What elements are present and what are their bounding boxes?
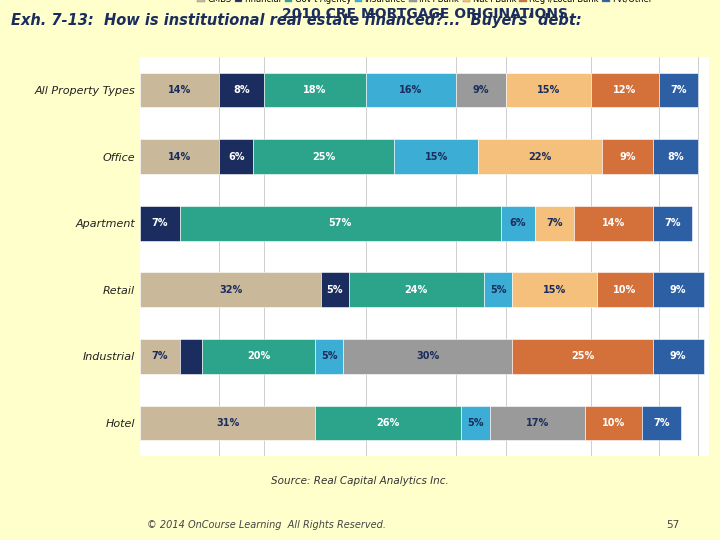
Text: 15%: 15% [537, 85, 560, 95]
Text: Source: Real Capital Analytics Inc.: Source: Real Capital Analytics Inc. [271, 476, 449, 487]
Text: 24%: 24% [405, 285, 428, 295]
Text: 31%: 31% [216, 418, 239, 428]
Bar [478, 139, 602, 174]
Bar [140, 406, 315, 440]
Text: 14%: 14% [602, 218, 625, 228]
Text: 18%: 18% [303, 85, 327, 95]
Text: 25%: 25% [312, 152, 335, 161]
Text: 5%: 5% [467, 418, 484, 428]
Text: Exh. 7-13:  How is institutional real estate financed?...  Buyers’ debt:: Exh. 7-13: How is institutional real est… [11, 13, 582, 28]
Bar [484, 273, 512, 307]
Text: 7%: 7% [152, 218, 168, 228]
Title: 2010 CRE MORTGAGE ORIGINATIONS: 2010 CRE MORTGAGE ORIGINATIONS [282, 7, 568, 21]
Text: 9%: 9% [473, 85, 490, 95]
Text: 10%: 10% [613, 285, 636, 295]
Text: 6%: 6% [228, 152, 244, 161]
Bar [653, 273, 703, 307]
Bar [180, 339, 202, 374]
Bar [315, 339, 343, 374]
Text: 14%: 14% [168, 85, 192, 95]
Text: 8%: 8% [667, 152, 684, 161]
Bar [653, 139, 698, 174]
Bar [140, 73, 220, 107]
Text: 5%: 5% [321, 352, 337, 361]
Bar [348, 273, 484, 307]
Bar [264, 73, 366, 107]
Bar [653, 339, 703, 374]
Text: 15%: 15% [543, 285, 566, 295]
Bar [591, 73, 659, 107]
Text: 9%: 9% [670, 352, 686, 361]
Bar [220, 73, 264, 107]
Bar [597, 273, 653, 307]
Bar [343, 339, 512, 374]
Bar [602, 139, 653, 174]
Text: 7%: 7% [152, 352, 168, 361]
Bar [501, 206, 535, 240]
Bar [320, 273, 348, 307]
Text: 15%: 15% [424, 152, 448, 161]
Legend: CMBS, Financial, Gov’t Agency, Insurance, Int’l Bank, Nat’l Bank, Reg’l/Local Ba: CMBS, Financial, Gov’t Agency, Insurance… [197, 0, 652, 4]
Text: 12%: 12% [613, 85, 636, 95]
Bar [535, 206, 574, 240]
Bar [642, 406, 681, 440]
Bar [253, 139, 394, 174]
Bar [653, 206, 693, 240]
Text: 30%: 30% [416, 352, 439, 361]
Bar [585, 406, 642, 440]
Text: 26%: 26% [377, 418, 400, 428]
Bar [506, 73, 591, 107]
Bar [394, 139, 478, 174]
Text: 14%: 14% [168, 152, 192, 161]
Text: 57: 57 [667, 520, 680, 530]
Bar [220, 139, 253, 174]
Bar [140, 206, 180, 240]
Bar [315, 406, 462, 440]
Text: 5%: 5% [490, 285, 506, 295]
Text: © 2014 OnCourse Learning  All Rights Reserved.: © 2014 OnCourse Learning All Rights Rese… [147, 520, 386, 530]
Bar [140, 273, 320, 307]
Text: 6%: 6% [510, 218, 526, 228]
Bar [574, 206, 653, 240]
Text: 7%: 7% [546, 218, 562, 228]
Bar [462, 406, 490, 440]
Bar [490, 406, 585, 440]
Text: 16%: 16% [399, 85, 423, 95]
Bar [140, 139, 220, 174]
Bar [366, 73, 456, 107]
Text: 20%: 20% [247, 352, 270, 361]
Bar [180, 206, 501, 240]
Text: 25%: 25% [571, 352, 594, 361]
Bar [512, 273, 597, 307]
Bar [140, 339, 180, 374]
Text: 5%: 5% [326, 285, 343, 295]
Text: 57%: 57% [329, 218, 352, 228]
Text: 7%: 7% [665, 218, 681, 228]
Text: 32%: 32% [219, 285, 242, 295]
Text: 22%: 22% [528, 152, 552, 161]
Text: 17%: 17% [526, 418, 549, 428]
Text: 7%: 7% [670, 85, 686, 95]
Text: 9%: 9% [670, 285, 686, 295]
Bar [456, 73, 506, 107]
Text: 9%: 9% [619, 152, 636, 161]
Bar [512, 339, 653, 374]
Bar [202, 339, 315, 374]
Text: 7%: 7% [653, 418, 670, 428]
Text: 8%: 8% [233, 85, 250, 95]
Text: 10%: 10% [602, 418, 625, 428]
Bar [659, 73, 698, 107]
